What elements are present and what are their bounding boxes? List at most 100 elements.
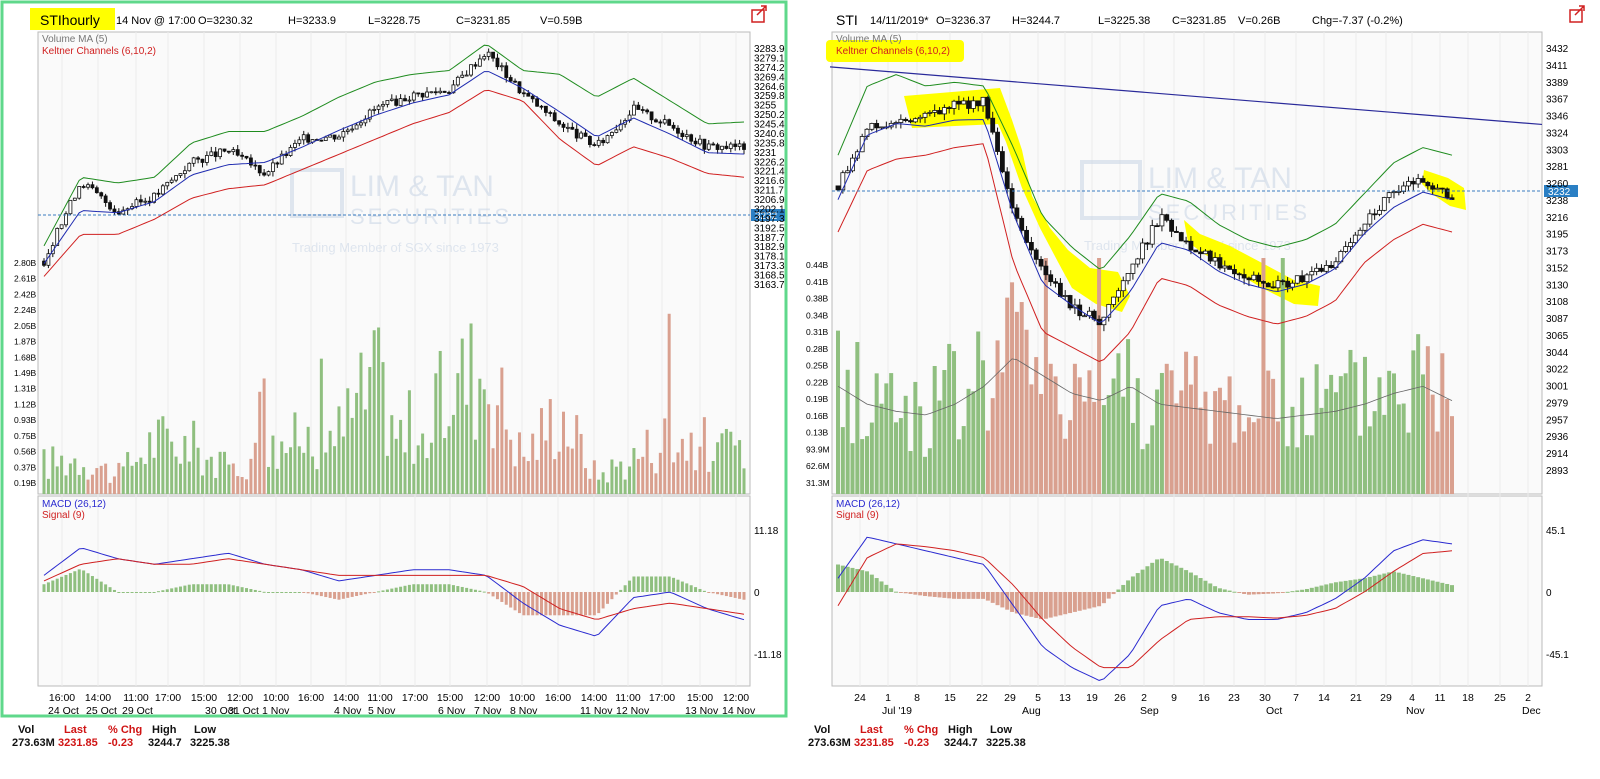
volume-bar bbox=[218, 451, 222, 494]
macd-histogram-bar bbox=[1092, 592, 1097, 608]
volume-bar bbox=[1174, 403, 1179, 494]
volume-bar bbox=[685, 460, 689, 494]
summary-value: -0.23 bbox=[904, 737, 930, 749]
macd-histogram-bar bbox=[1014, 592, 1019, 614]
macd-histogram-bar bbox=[1150, 562, 1155, 592]
volume-bar bbox=[575, 415, 579, 494]
candle-body bbox=[385, 100, 390, 105]
candle-body bbox=[1207, 250, 1213, 262]
volume-bar bbox=[407, 390, 411, 494]
volume-bar bbox=[1024, 329, 1029, 494]
candle-body bbox=[667, 119, 672, 126]
macd-histogram-bar bbox=[1019, 592, 1024, 615]
volume-bar bbox=[262, 378, 266, 494]
macd-histogram-bar bbox=[306, 592, 310, 594]
ohlcv-readout: O=3236.37 H=3244.7 L=3225.38 C=3231.85 V=0.2… bbox=[936, 15, 1403, 27]
macd-histogram-bar bbox=[903, 592, 908, 594]
macd-histogram-bar bbox=[77, 569, 81, 592]
candle-body bbox=[407, 99, 412, 102]
macd-histogram-bar bbox=[403, 585, 407, 592]
volume-bar bbox=[535, 459, 539, 494]
candle-body bbox=[81, 186, 86, 188]
expand-icon[interactable] bbox=[751, 5, 767, 23]
volume-bar bbox=[1280, 258, 1285, 494]
candle-body bbox=[376, 105, 381, 110]
candle-body bbox=[1082, 315, 1087, 318]
macd-histogram-bar bbox=[553, 592, 557, 616]
volume-bar bbox=[258, 391, 262, 494]
macd-histogram-bar bbox=[319, 592, 323, 597]
summary-value: 3231.85 bbox=[58, 737, 98, 749]
volume-bar bbox=[619, 461, 623, 494]
candle-body bbox=[1174, 230, 1179, 233]
macd-histogram-bar bbox=[1420, 578, 1425, 592]
candle-body bbox=[1275, 280, 1281, 289]
date-tick-label: 29 Oct bbox=[122, 705, 153, 717]
candle-body bbox=[1236, 273, 1242, 276]
macd-histogram-bar bbox=[1164, 560, 1169, 592]
candle-body bbox=[218, 148, 223, 158]
volume-bar bbox=[1338, 376, 1343, 494]
candle-body bbox=[359, 122, 363, 126]
macd-histogram-bar bbox=[579, 592, 583, 616]
volume-bar bbox=[117, 462, 121, 494]
macd-histogram-bar bbox=[676, 579, 680, 592]
candle-body bbox=[912, 118, 918, 123]
candle-body bbox=[724, 145, 729, 149]
candle-body bbox=[946, 107, 952, 109]
watermark: LIM & TAN SECURITIES Trading Member of S… bbox=[1080, 160, 1307, 253]
volume-bar bbox=[121, 466, 125, 494]
macd-histogram-bar bbox=[346, 592, 350, 598]
candle-body bbox=[720, 145, 724, 150]
macd-axis-ticks: 11.18 0 -11.18 bbox=[754, 526, 782, 661]
volume-bar bbox=[966, 388, 971, 494]
volume-bar bbox=[196, 447, 200, 494]
candle-body bbox=[980, 96, 986, 107]
summary-header: % Chg bbox=[904, 724, 939, 736]
macd-histogram-bar bbox=[1450, 585, 1454, 592]
summary-value: 3231.85 bbox=[854, 737, 894, 749]
time-tick-label: 15:00 bbox=[437, 692, 463, 704]
expand-icon[interactable] bbox=[1569, 5, 1585, 23]
volume-bar bbox=[183, 435, 187, 494]
candle-body bbox=[684, 134, 689, 137]
candle-body bbox=[1410, 180, 1416, 185]
candles bbox=[42, 48, 746, 269]
volume-bar bbox=[64, 475, 68, 494]
volume-bar bbox=[1300, 377, 1305, 494]
candle-body bbox=[1348, 242, 1353, 247]
candle-body bbox=[693, 140, 698, 145]
price-tick-label: 3245.4 bbox=[754, 120, 785, 131]
candle-body bbox=[425, 91, 429, 98]
macd-histogram-bar bbox=[425, 584, 429, 592]
candle-body bbox=[1328, 264, 1334, 268]
volume-tick-label: 0.38B bbox=[806, 294, 829, 304]
macd-histogram-bar bbox=[641, 576, 645, 592]
volume-bar bbox=[200, 475, 204, 494]
time-tick-label: 17:00 bbox=[155, 692, 181, 704]
candle-body bbox=[72, 197, 77, 201]
date-tick-label: 25 Oct bbox=[86, 705, 117, 717]
volume-tick-label: 62.6M bbox=[806, 461, 830, 471]
time-tick-label: 12:00 bbox=[474, 692, 500, 704]
candle-body bbox=[200, 158, 205, 163]
macd-histogram-bar bbox=[1126, 580, 1131, 592]
volume-tick-label: 1.49B bbox=[14, 368, 37, 378]
macd-histogram-bar bbox=[377, 591, 381, 593]
candle-body bbox=[99, 192, 104, 197]
candle-body bbox=[588, 136, 592, 145]
candle-body bbox=[1381, 197, 1387, 211]
volume-bar bbox=[1232, 442, 1237, 494]
symbol-label: STIhourly bbox=[40, 12, 100, 28]
macd-histogram-bar bbox=[1048, 592, 1053, 618]
candle-body bbox=[420, 92, 425, 98]
macd-histogram-bar bbox=[632, 576, 636, 592]
candle-body bbox=[932, 110, 938, 113]
ohlcv-value: O=3236.37 bbox=[936, 15, 991, 27]
price-tick-label: 3065 bbox=[1546, 331, 1569, 342]
volume-tick-label: 0.16B bbox=[806, 411, 829, 421]
candle-body bbox=[1357, 229, 1363, 236]
macd-histogram-bar bbox=[1300, 589, 1305, 592]
macd-histogram-bar bbox=[82, 570, 86, 592]
macd-histogram-bar bbox=[473, 589, 477, 592]
